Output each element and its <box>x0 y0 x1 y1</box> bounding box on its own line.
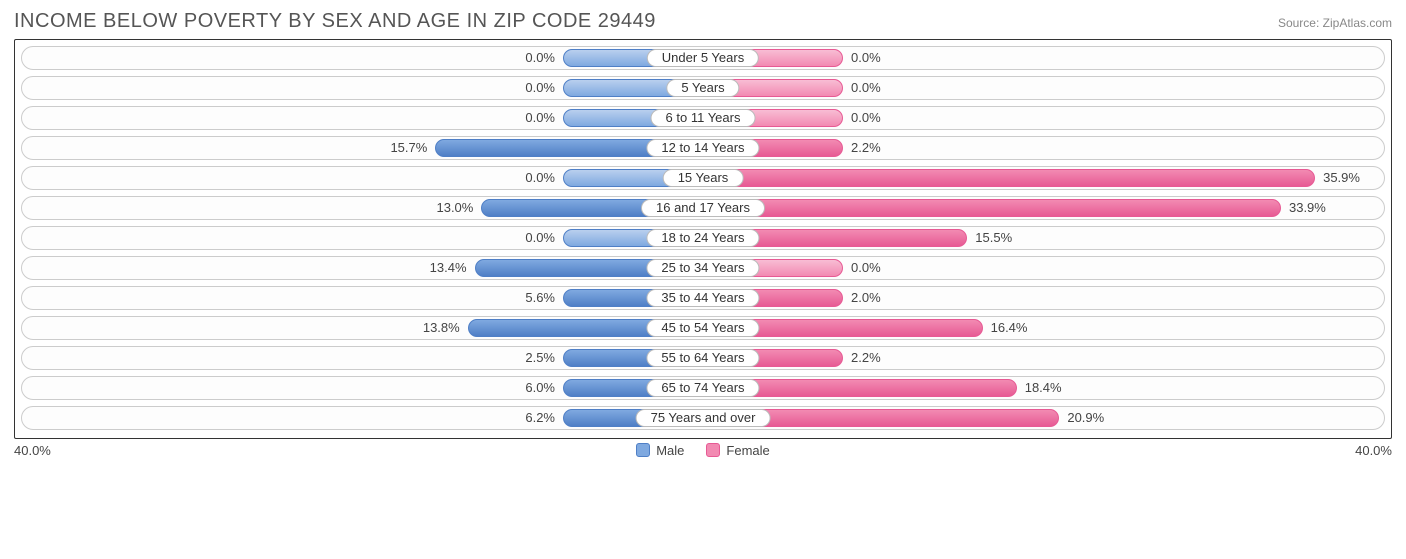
chart-legend: Male Female <box>636 443 770 458</box>
chart-axis: 40.0% Male Female 40.0% <box>14 443 1392 458</box>
female-value: 20.9% <box>1067 407 1104 429</box>
female-bar <box>703 169 1315 187</box>
age-label: 25 to 34 Years <box>646 259 759 277</box>
male-value: 0.0% <box>525 227 555 249</box>
male-swatch-icon <box>636 443 650 457</box>
table-row: 6.2% 20.9% 75 Years and over <box>21 406 1385 430</box>
age-label: 12 to 14 Years <box>646 139 759 157</box>
age-label: Under 5 Years <box>647 49 759 67</box>
axis-left-label: 40.0% <box>14 443 51 458</box>
legend-female-label: Female <box>726 443 769 458</box>
female-value: 2.2% <box>851 137 881 159</box>
male-value: 0.0% <box>525 107 555 129</box>
age-label: 55 to 64 Years <box>646 349 759 367</box>
age-label: 15 Years <box>663 169 744 187</box>
table-row: 6.0% 18.4% 65 to 74 Years <box>21 376 1385 400</box>
age-label: 6 to 11 Years <box>651 109 756 127</box>
table-row: 0.0% 35.9% 15 Years <box>21 166 1385 190</box>
female-value: 2.0% <box>851 287 881 309</box>
age-label: 18 to 24 Years <box>646 229 759 247</box>
age-label: 45 to 54 Years <box>646 319 759 337</box>
age-label: 35 to 44 Years <box>646 289 759 307</box>
age-label: 5 Years <box>666 79 739 97</box>
table-row: 13.4% 0.0% 25 to 34 Years <box>21 256 1385 280</box>
male-value: 5.6% <box>525 287 555 309</box>
legend-male-label: Male <box>656 443 684 458</box>
legend-male: Male <box>636 443 684 458</box>
female-value: 15.5% <box>975 227 1012 249</box>
female-value: 18.4% <box>1025 377 1062 399</box>
chart-title: INCOME BELOW POVERTY BY SEX AND AGE IN Z… <box>14 10 656 33</box>
age-label: 16 and 17 Years <box>641 199 765 217</box>
male-value: 13.4% <box>430 257 467 279</box>
table-row: 0.0% 0.0% 5 Years <box>21 76 1385 100</box>
female-value: 2.2% <box>851 347 881 369</box>
male-value: 0.0% <box>525 77 555 99</box>
chart-rows-frame: 0.0%0.0%Under 5 Years0.0%0.0%5 Years0.0%… <box>14 39 1392 439</box>
female-value: 35.9% <box>1323 167 1360 189</box>
female-value: 33.9% <box>1289 197 1326 219</box>
female-value: 16.4% <box>991 317 1028 339</box>
table-row: 0.0% 15.5% 18 to 24 Years <box>21 226 1385 250</box>
table-row: 2.5% 2.2% 55 to 64 Years <box>21 346 1385 370</box>
legend-female: Female <box>706 443 769 458</box>
table-row: 0.0% 0.0% Under 5 Years <box>21 46 1385 70</box>
table-row: 13.0% 33.9% 16 and 17 Years <box>21 196 1385 220</box>
axis-right-label: 40.0% <box>1355 443 1392 458</box>
male-value: 13.8% <box>423 317 460 339</box>
male-value: 0.0% <box>525 47 555 69</box>
female-value: 0.0% <box>851 77 881 99</box>
table-row: 5.6% 2.0% 35 to 44 Years <box>21 286 1385 310</box>
male-value: 6.2% <box>525 407 555 429</box>
age-label: 65 to 74 Years <box>646 379 759 397</box>
male-value: 15.7% <box>390 137 427 159</box>
female-bar <box>703 199 1281 217</box>
age-label: 75 Years and over <box>636 409 771 427</box>
chart-header: INCOME BELOW POVERTY BY SEX AND AGE IN Z… <box>14 10 1392 33</box>
chart-source: Source: ZipAtlas.com <box>1278 16 1392 30</box>
table-row: 0.0% 0.0% 6 to 11 Years <box>21 106 1385 130</box>
female-value: 0.0% <box>851 257 881 279</box>
female-value: 0.0% <box>851 47 881 69</box>
male-value: 0.0% <box>525 167 555 189</box>
table-row: 13.8% 16.4% 45 to 54 Years <box>21 316 1385 340</box>
poverty-by-sex-age-chart: INCOME BELOW POVERTY BY SEX AND AGE IN Z… <box>0 0 1406 466</box>
female-value: 0.0% <box>851 107 881 129</box>
male-value: 6.0% <box>525 377 555 399</box>
table-row: 15.7% 2.2% 12 to 14 Years <box>21 136 1385 160</box>
male-value: 13.0% <box>436 197 473 219</box>
male-value: 2.5% <box>525 347 555 369</box>
female-swatch-icon <box>706 443 720 457</box>
